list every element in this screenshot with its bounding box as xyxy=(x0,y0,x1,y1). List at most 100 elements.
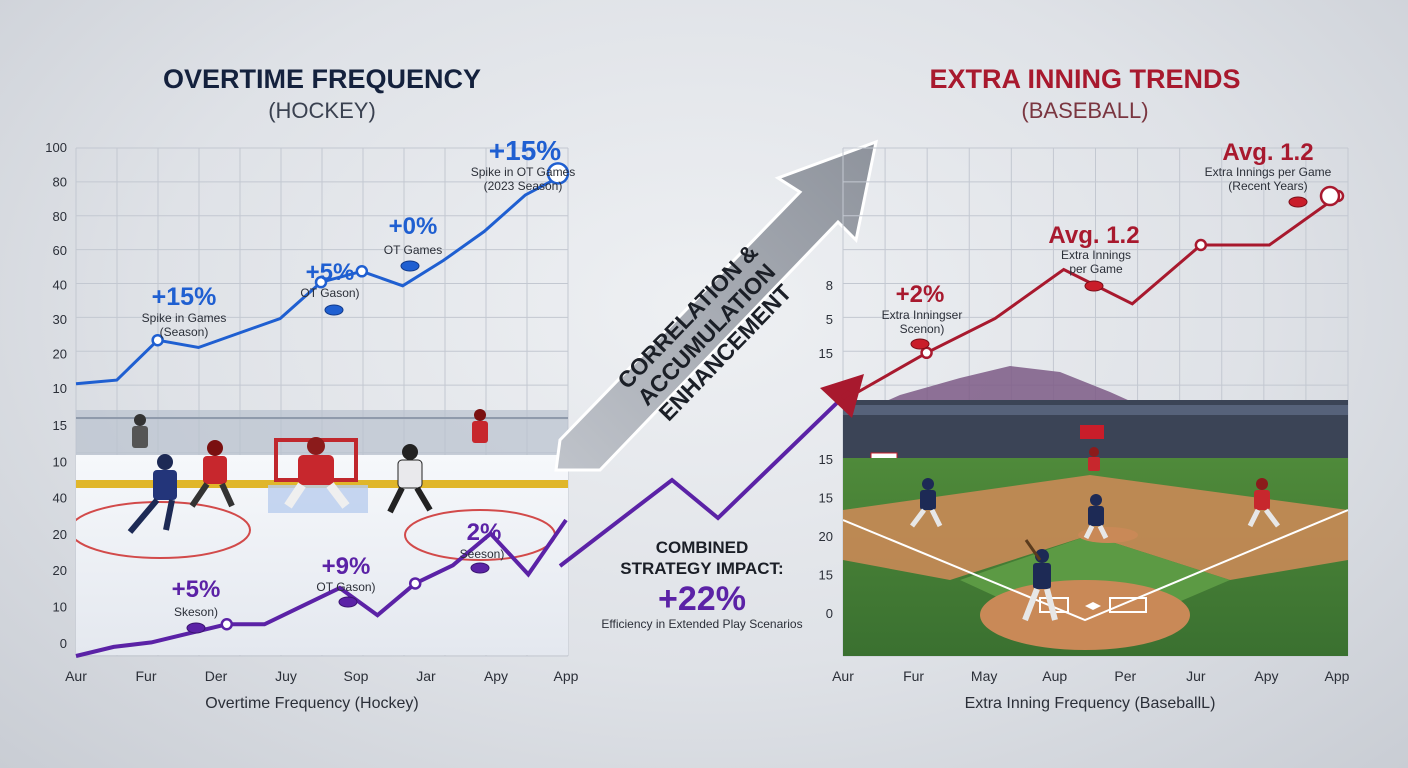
baseball-player xyxy=(1247,478,1280,528)
x-tick-label: Aur xyxy=(65,668,87,684)
y-tick-label: 10 xyxy=(53,600,67,615)
hockey-annotation-text: Spike in OT Games (2023 Season) xyxy=(471,165,575,193)
y-tick-label: 30 xyxy=(53,312,67,327)
baseball-panel: EXTRA INNING TRENDS (BASEBALL) xyxy=(558,64,1350,712)
y-tick-label: 100 xyxy=(45,140,67,155)
strategy-arrow-line xyxy=(558,396,844,568)
x-tick-label: Apy xyxy=(1254,668,1278,684)
data-point xyxy=(151,333,164,347)
y-tick-label: 10 xyxy=(53,381,67,396)
strategy-annotation: +5% Skeson) xyxy=(172,576,221,619)
data-point xyxy=(920,346,933,360)
hockey-player xyxy=(189,440,235,508)
data-point xyxy=(220,618,234,631)
baseball-title: EXTRA INNING TRENDS xyxy=(929,64,1240,94)
baseball-annotation-text: Extra Innings per Game (Recent Years) xyxy=(1205,165,1332,193)
y-tick-label: 8 xyxy=(826,278,833,293)
y-tick-label: 15 xyxy=(819,568,833,583)
data-point xyxy=(408,577,422,590)
x-tick-label: Fur xyxy=(136,668,157,684)
x-tick-label: Juy xyxy=(275,668,297,684)
x-tick-label: Fur xyxy=(903,668,924,684)
hockey-annotation-text: Spike in Games (Season) xyxy=(142,311,227,339)
impact-text: Efficiency in Extended Play Scenarios xyxy=(601,617,802,631)
hockey-x-ticks: Aur Fur Der Juy Sop Jar Apy App xyxy=(65,668,579,684)
baseball-stadium-scene xyxy=(843,366,1348,656)
hockey-annotation-text: OT Games xyxy=(384,243,442,257)
baseball-points xyxy=(910,185,1345,360)
annotation-line: OT Games xyxy=(384,243,442,257)
y-tick-label: 5 xyxy=(826,312,833,327)
baseball-annotation-text: Extra Innings per Game xyxy=(1061,248,1131,276)
strategy-annotation-pct: +9% xyxy=(322,553,371,580)
baseball-player xyxy=(1088,447,1100,471)
x-tick-label: Jar xyxy=(416,668,436,684)
baseball-annotation: Avg. 1.2 Extra Innings per Game xyxy=(1048,222,1139,276)
annotation-line: Spike in Games xyxy=(142,311,227,325)
baseball-subtitle: (BASEBALL) xyxy=(1021,98,1148,123)
coin-icon xyxy=(400,260,420,272)
y-tick-label: 40 xyxy=(53,491,67,506)
hockey-subtitle: (HOCKEY) xyxy=(268,98,376,123)
y-tick-label: 0 xyxy=(826,606,833,621)
strategy-points xyxy=(186,562,490,634)
x-tick-label: Aup xyxy=(1042,668,1067,684)
baseball-icon xyxy=(546,162,570,185)
annotation-line: (Recent Years) xyxy=(1228,179,1307,193)
y-tick-label: 15 xyxy=(819,452,833,467)
strategy-impact-box: COMBINED STRATEGY IMPACT: +22% Efficienc… xyxy=(601,538,802,631)
x-tick-label: App xyxy=(1325,668,1350,684)
y-tick-label: 0 xyxy=(60,636,67,651)
hockey-x-axis-label: Overtime Frequency (Hockey) xyxy=(205,695,418,712)
x-tick-label: May xyxy=(971,668,997,684)
impact-value: +22% xyxy=(658,580,746,618)
hockey-annotation-pct: +15% xyxy=(489,135,561,166)
hockey-title: OVERTIME FREQUENCY xyxy=(163,64,481,94)
strategy-annotation-pct: +5% xyxy=(172,576,221,603)
baseball-y-ticks: 8 5 15 15 15 20 15 0 xyxy=(819,278,833,621)
baseball-icon xyxy=(1319,185,1341,207)
annotation-line: Extra Innings per Game xyxy=(1205,165,1332,179)
baseball-x-ticks: Aur Fur May Aup Per Jur Apy App xyxy=(832,668,1350,684)
data-point xyxy=(1194,238,1208,252)
hockey-goalie xyxy=(284,437,350,509)
hockey-annotation-pct: +5% xyxy=(306,259,355,286)
baseball-player xyxy=(1083,494,1109,540)
coin-icon xyxy=(910,338,930,350)
y-tick-label: 20 xyxy=(53,563,67,578)
data-point xyxy=(314,275,328,289)
annotation-line: per Game xyxy=(1069,262,1123,276)
y-tick-label: 15 xyxy=(819,346,833,361)
baseball-player xyxy=(1022,539,1058,622)
annotation-line: (Season) xyxy=(160,325,209,339)
hockey-annotation: +15% Spike in OT Games (2023 Season) xyxy=(471,135,575,193)
coin-icon xyxy=(186,622,206,634)
annotation-line: Extra Innings xyxy=(1061,248,1131,262)
y-tick-label: 80 xyxy=(53,174,67,189)
strategy-annotation-pct: 2% xyxy=(467,519,502,546)
hockey-player xyxy=(132,414,148,448)
annotation-line: Scenon) xyxy=(900,322,945,336)
x-tick-label: Der xyxy=(205,668,228,684)
baseball-annotation-pct: Avg. 1.2 xyxy=(1048,222,1139,249)
y-tick-label: 20 xyxy=(819,529,833,544)
y-tick-label: 80 xyxy=(53,209,67,224)
y-tick-label: 20 xyxy=(53,527,67,542)
strategy-annotation-text: OT Gason) xyxy=(316,580,375,594)
strategy-annotation: 2% Seeson) xyxy=(460,519,505,561)
correlation-arrow: CORRELATION & ACCUMULATION ENHANCEMENT xyxy=(554,139,879,472)
coin-icon xyxy=(324,304,344,316)
x-tick-label: Per xyxy=(1114,668,1136,684)
x-tick-label: App xyxy=(554,668,579,684)
impact-title: COMBINED xyxy=(656,538,749,557)
hockey-annotation-pct: +15% xyxy=(152,283,217,311)
strategy-annotation-text: Seeson) xyxy=(460,547,505,561)
hockey-player xyxy=(387,444,433,514)
annotation-line: Extra Inningser xyxy=(882,308,963,322)
baseball-x-axis-label: Extra Inning Frequency (BaseballL) xyxy=(965,695,1216,712)
hockey-annotation-text: OT Gason) xyxy=(300,286,359,300)
x-tick-label: Aur xyxy=(832,668,854,684)
baseball-annotation: Avg. 1.2 Extra Innings per Game (Recent Y… xyxy=(1205,139,1332,193)
